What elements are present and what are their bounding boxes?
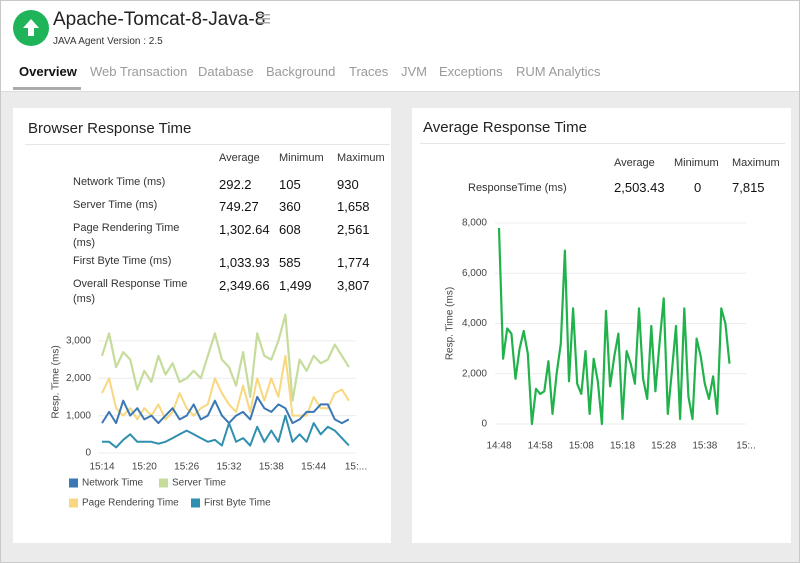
y-tick-label: 2,000: [66, 373, 91, 384]
x-tick-label: 14:58: [528, 441, 553, 452]
y-tick-label: 0: [481, 419, 487, 430]
x-tick-label: 15:44: [301, 462, 326, 473]
x-tick-label: 15:32: [216, 462, 241, 473]
x-tick-label: 15:28: [651, 441, 676, 452]
y-tick-label: 6,000: [462, 268, 487, 279]
legend-swatch: [191, 499, 200, 508]
x-tick-label: 15:18: [610, 441, 635, 452]
x-tick-label: 15:26: [174, 462, 199, 473]
y-tick-label: 0: [85, 448, 91, 459]
legend-label: Server Time: [172, 478, 226, 489]
y-tick-label: 3,000: [66, 336, 91, 347]
legend-label: Page Rendering Time: [82, 498, 179, 509]
x-tick-label: 15:..: [736, 441, 755, 452]
x-tick-label: 15:38: [692, 441, 717, 452]
y-tick-label: 4,000: [462, 318, 487, 329]
y-tick-label: 2,000: [462, 368, 487, 379]
y-tick-label: 1,000: [66, 410, 91, 421]
legend-swatch: [69, 479, 78, 488]
series-line: [499, 228, 730, 424]
x-tick-label: 14:48: [486, 441, 511, 452]
x-tick-label: 15:08: [569, 441, 594, 452]
legend-label: Network Time: [82, 478, 144, 489]
legend-label: First Byte Time: [204, 498, 271, 509]
y-axis-label: Resp. Time (ms): [445, 287, 456, 360]
y-tick-label: 8,000: [462, 218, 487, 229]
legend-swatch: [159, 479, 168, 488]
x-tick-label: 15:...: [345, 462, 367, 473]
x-tick-label: 15:20: [132, 462, 157, 473]
series-line: [102, 315, 349, 401]
legend-swatch: [69, 499, 78, 508]
y-axis-label: Resp. Time (ms): [51, 345, 62, 418]
x-tick-label: 15:38: [259, 462, 284, 473]
x-tick-label: 15:14: [89, 462, 114, 473]
